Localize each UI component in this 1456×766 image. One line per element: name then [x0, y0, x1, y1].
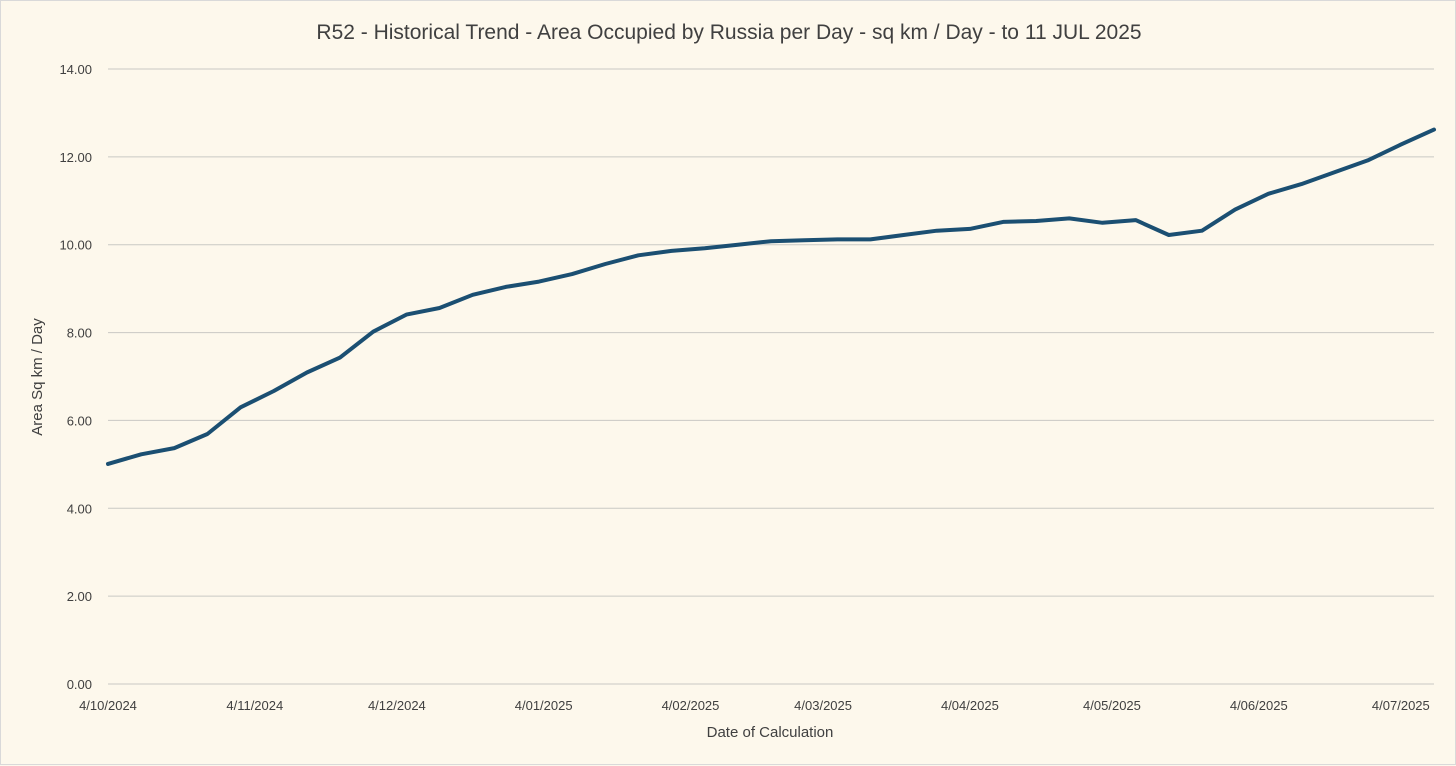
y-tick-label: 12.00 — [59, 150, 92, 165]
x-tick-label: 4/12/2024 — [368, 698, 426, 713]
y-tick-label: 8.00 — [67, 326, 92, 341]
x-tick-label: 4/03/2025 — [794, 698, 852, 713]
y-tick-label: 6.00 — [67, 413, 92, 428]
x-tick-label: 4/10/2024 — [79, 698, 137, 713]
y-tick-label: 10.00 — [59, 238, 92, 253]
chart-title: R52 - Historical Trend - Area Occupied b… — [316, 21, 1141, 44]
y-axis-ticks: 0.00 2.00 4.00 6.00 8.00 10.00 12.00 14.00 — [59, 62, 92, 692]
x-axis-title: Date of Calculation — [707, 724, 834, 741]
series-line — [106, 127, 1436, 466]
y-tick-label: 2.00 — [67, 589, 92, 604]
y-tick-label: 14.00 — [59, 62, 92, 77]
x-tick-label: 4/01/2025 — [515, 698, 573, 713]
series-layer — [106, 127, 1436, 466]
x-tick-label: 4/11/2024 — [226, 698, 283, 713]
gridlines — [108, 68, 1434, 685]
y-tick-label: 0.00 — [67, 677, 92, 692]
y-tick-label: 4.00 — [67, 501, 92, 516]
x-tick-label: 4/04/2025 — [941, 698, 999, 713]
x-tick-label: 4/06/2025 — [1230, 698, 1288, 713]
x-tick-label: 4/05/2025 — [1083, 698, 1141, 713]
x-tick-label: 4/07/2025 — [1372, 698, 1430, 713]
y-axis-title: Area Sq km / Day — [29, 318, 46, 436]
x-tick-label: 4/02/2025 — [662, 698, 720, 713]
x-axis-ticks: 4/10/2024 4/11/2024 4/12/2024 4/01/2025 4/02… — [79, 698, 1430, 713]
